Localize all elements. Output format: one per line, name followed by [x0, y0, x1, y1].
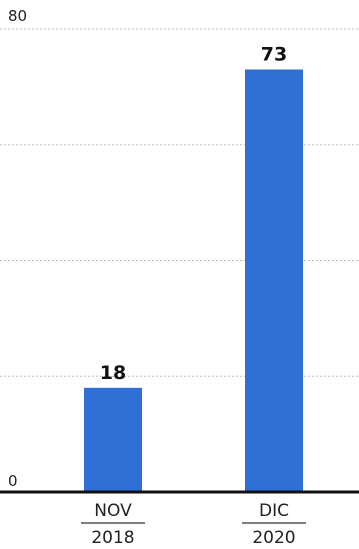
y-tick-label: 0	[8, 472, 18, 490]
bar	[84, 387, 142, 492]
data-label: 18	[100, 362, 126, 384]
x-tick-label-top: DIC	[259, 501, 289, 521]
data-label: 73	[261, 44, 287, 66]
y-tick-label: 80	[8, 7, 27, 25]
x-tick-label-top: NOV	[94, 501, 132, 521]
x-tick-label-bottom: 2018	[91, 528, 134, 548]
bar	[245, 69, 303, 492]
x-tick-label-bottom: 2020	[252, 528, 295, 548]
